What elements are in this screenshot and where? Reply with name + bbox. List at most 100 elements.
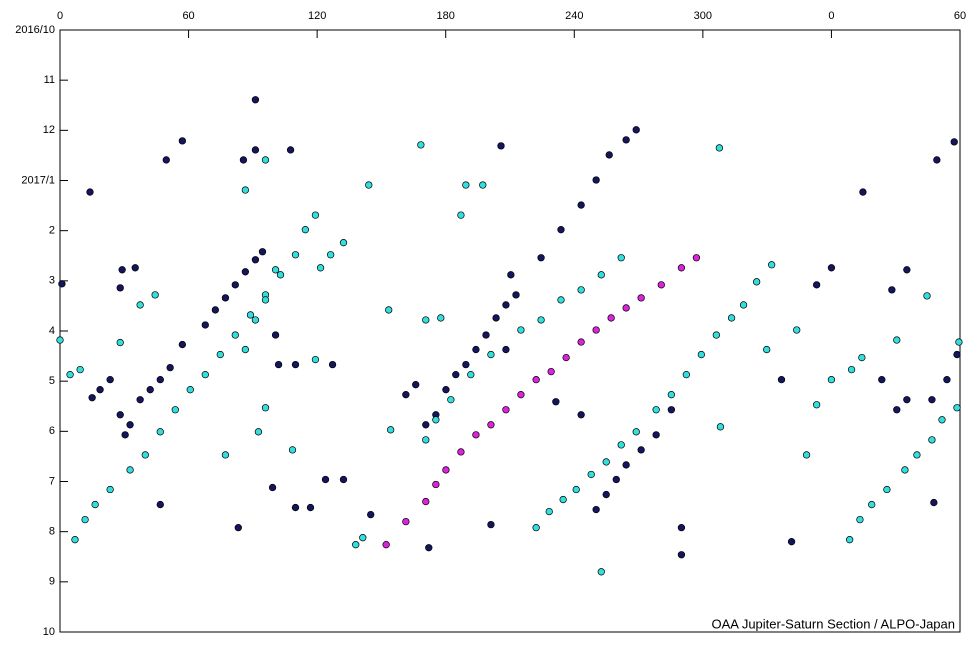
data-point bbox=[231, 331, 239, 339]
data-point bbox=[677, 524, 686, 532]
data-point bbox=[251, 256, 260, 264]
y-tick-label: 9 bbox=[49, 576, 55, 588]
data-point bbox=[457, 211, 465, 219]
data-point bbox=[617, 441, 625, 449]
data-point bbox=[667, 406, 676, 414]
x-tick-label: 0 bbox=[828, 10, 834, 22]
data-point bbox=[86, 188, 94, 196]
data-point bbox=[572, 485, 580, 494]
data-point bbox=[547, 367, 555, 376]
data-point bbox=[221, 451, 230, 459]
data-point bbox=[425, 544, 433, 552]
y-tick-label: 8 bbox=[49, 526, 55, 538]
data-point bbox=[452, 370, 460, 379]
data-point bbox=[162, 156, 170, 164]
data-point bbox=[502, 406, 510, 414]
data-point bbox=[827, 376, 836, 384]
data-point bbox=[171, 406, 179, 414]
x-tick-label: 180 bbox=[437, 10, 455, 22]
data-point bbox=[311, 211, 320, 219]
data-point bbox=[367, 510, 375, 519]
data-point bbox=[402, 517, 410, 526]
data-point bbox=[793, 326, 801, 334]
data-point bbox=[131, 264, 139, 272]
y-tick-label: 10 bbox=[43, 626, 55, 638]
data-point bbox=[933, 156, 941, 164]
data-point bbox=[763, 345, 771, 354]
y-tick-label: 6 bbox=[49, 425, 55, 437]
data-point bbox=[141, 451, 149, 459]
data-point bbox=[552, 398, 560, 406]
data-point bbox=[577, 411, 585, 419]
data-point bbox=[316, 264, 325, 272]
data-point bbox=[151, 291, 159, 299]
data-point bbox=[71, 536, 79, 544]
data-point bbox=[928, 396, 936, 404]
data-point bbox=[577, 338, 585, 346]
data-point bbox=[288, 446, 297, 454]
data-point bbox=[352, 541, 360, 549]
data-point bbox=[802, 451, 811, 459]
data-point bbox=[928, 436, 936, 444]
data-point bbox=[156, 376, 164, 384]
data-point bbox=[251, 146, 260, 154]
data-point bbox=[156, 428, 164, 436]
data-point bbox=[492, 314, 500, 322]
y-tick-label: 11 bbox=[44, 74, 55, 86]
data-point bbox=[462, 360, 470, 369]
data-point bbox=[116, 338, 124, 347]
x-tick-label: 120 bbox=[308, 10, 326, 22]
data-point bbox=[231, 281, 239, 289]
data-point bbox=[467, 370, 475, 379]
data-point bbox=[482, 331, 490, 339]
data-point bbox=[487, 350, 495, 359]
data-point bbox=[126, 421, 134, 429]
data-point bbox=[126, 466, 134, 474]
y-tick-label: 5 bbox=[49, 375, 55, 387]
data-point bbox=[254, 428, 263, 436]
data-point bbox=[715, 144, 724, 152]
data-point bbox=[637, 446, 645, 454]
data-point bbox=[537, 316, 545, 324]
data-point bbox=[472, 431, 480, 439]
data-point bbox=[622, 461, 630, 469]
data-point bbox=[888, 286, 896, 294]
data-point bbox=[81, 515, 89, 524]
data-point bbox=[602, 490, 610, 499]
data-point bbox=[417, 141, 425, 149]
data-point bbox=[412, 381, 420, 389]
data-point bbox=[116, 284, 124, 292]
data-point bbox=[913, 451, 921, 459]
y-tick-label: 7 bbox=[49, 475, 55, 487]
data-point bbox=[311, 355, 320, 364]
data-point bbox=[328, 360, 337, 369]
data-point bbox=[827, 264, 836, 272]
y-tick-label: 12 bbox=[43, 124, 55, 136]
data-point bbox=[883, 485, 891, 494]
data-point bbox=[858, 353, 866, 362]
data-point bbox=[261, 296, 270, 304]
data-point bbox=[258, 248, 267, 256]
data-point bbox=[617, 254, 625, 262]
x-tick-label: 240 bbox=[565, 10, 583, 22]
data-point bbox=[868, 500, 876, 509]
data-point bbox=[286, 146, 295, 154]
data-point bbox=[66, 370, 74, 379]
data-point bbox=[359, 534, 367, 542]
data-point bbox=[339, 239, 348, 247]
data-point bbox=[216, 350, 224, 359]
data-point bbox=[950, 138, 958, 146]
data-point bbox=[845, 536, 854, 544]
data-point bbox=[241, 268, 250, 276]
data-point bbox=[422, 436, 430, 444]
data-point bbox=[234, 524, 242, 532]
data-point bbox=[532, 376, 540, 384]
data-point bbox=[106, 376, 114, 384]
data-point bbox=[597, 568, 605, 576]
data-point bbox=[712, 331, 721, 339]
data-point bbox=[657, 281, 665, 289]
data-point bbox=[878, 376, 886, 384]
data-point bbox=[903, 266, 911, 274]
data-point bbox=[422, 497, 430, 506]
